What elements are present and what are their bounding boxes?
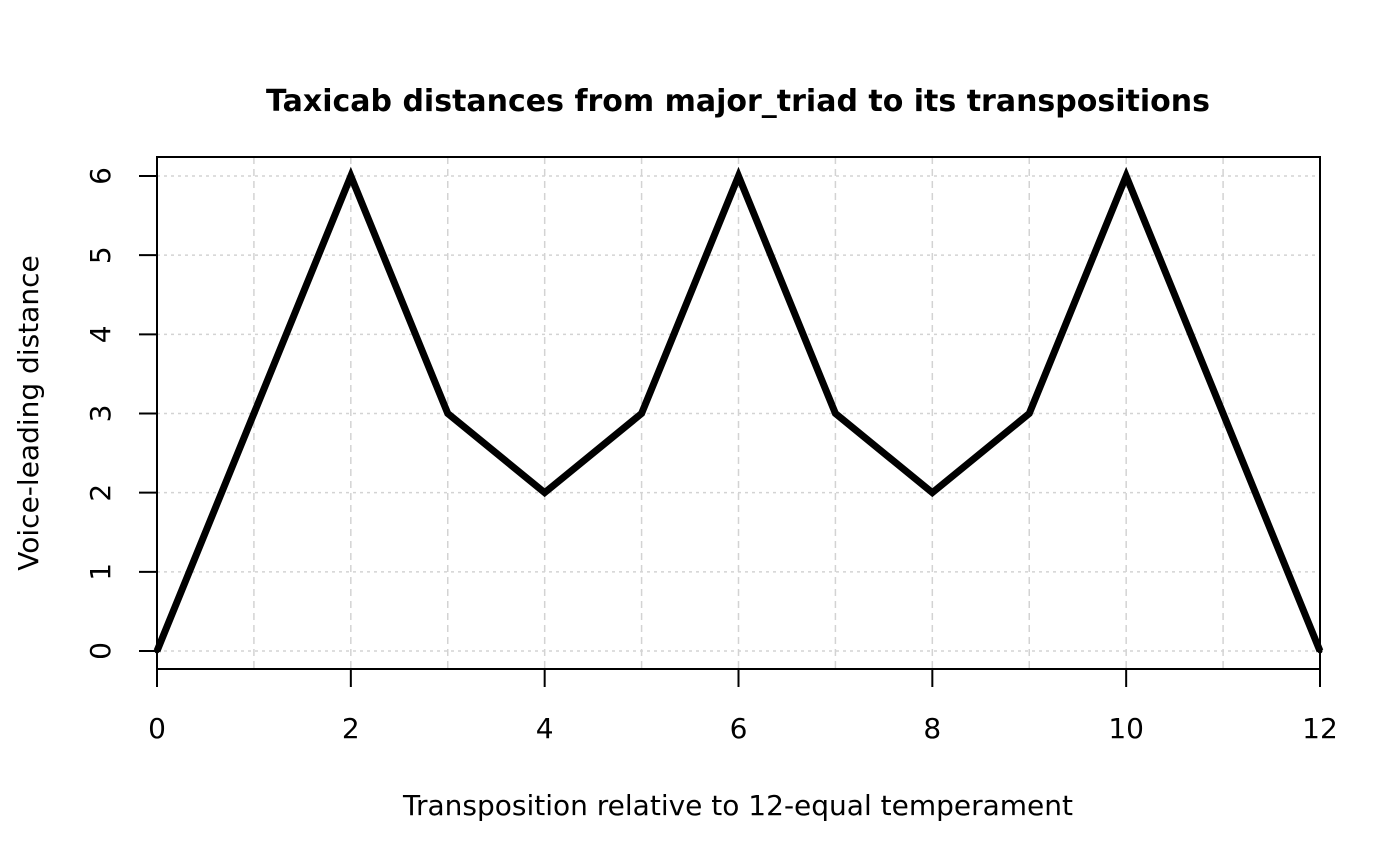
- y-tick-label: 2: [84, 484, 117, 502]
- y-tick-label: 0: [84, 642, 117, 660]
- data-point: [445, 411, 451, 416]
- x-tick-label: 10: [1108, 712, 1144, 745]
- chart-title: Taxicab distances from major_triad to it…: [266, 84, 1210, 119]
- grid: [156, 157, 1321, 669]
- x-tick-label: 6: [730, 712, 748, 745]
- y-tick-label: 4: [84, 325, 117, 343]
- data-point: [832, 411, 838, 416]
- data-point: [542, 490, 548, 496]
- y-tick-label: 5: [84, 246, 117, 264]
- x-tick-label: 4: [536, 712, 554, 745]
- y-tick-label: 1: [84, 563, 117, 581]
- x-axis-label: Transposition relative to 12-equal tempe…: [402, 789, 1073, 822]
- data-point: [348, 173, 354, 179]
- y-axis: 0 1 2 3 4 5 6: [84, 167, 157, 660]
- y-tick-label: 6: [84, 167, 117, 185]
- y-axis-label: Voice-leading distance: [12, 255, 45, 570]
- data-point: [1220, 411, 1226, 416]
- data-point: [154, 648, 160, 654]
- data-point: [929, 490, 935, 496]
- x-tick-label: 0: [148, 712, 166, 745]
- data-point: [1317, 648, 1323, 654]
- series-layer: [153, 166, 1324, 654]
- data-point: [1123, 173, 1129, 179]
- x-tick-label: 8: [923, 712, 941, 745]
- data-point: [251, 411, 257, 416]
- x-tick-label: 2: [342, 712, 360, 745]
- data-point: [736, 173, 741, 179]
- data-point: [1026, 411, 1032, 416]
- y-tick-label: 3: [84, 405, 117, 423]
- data-point: [639, 411, 645, 416]
- x-axis: 0 2 4 6 8 10 12: [148, 669, 1338, 745]
- x-tick-label: 12: [1302, 712, 1338, 745]
